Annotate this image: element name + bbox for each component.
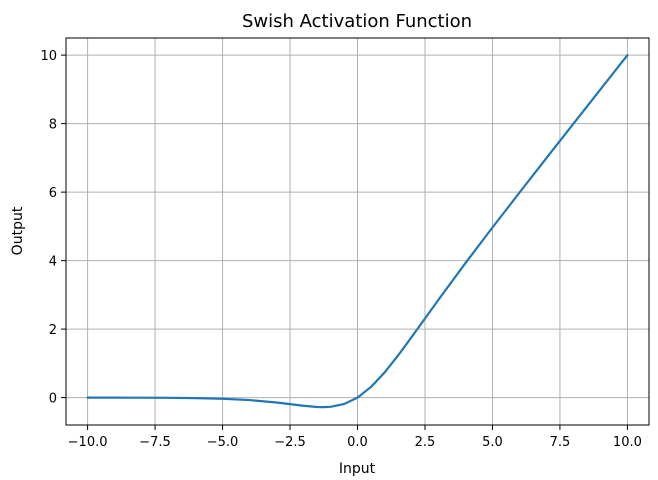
x-tick-label: 0.0: [347, 435, 368, 450]
x-axis-label: Input: [339, 461, 376, 477]
y-tick-label: 10: [40, 49, 57, 64]
y-tick-label: 6: [49, 186, 57, 201]
x-axis-ticks: −10.0 −7.5 −5.0 −2.5 0.0 2.5 5.0 7.5 10.0: [68, 425, 642, 450]
x-tick-label: 2.5: [415, 435, 436, 450]
x-tick-label: −5.0: [207, 435, 239, 450]
series-line: [86, 54, 629, 409]
y-axis-ticks: 0 2 4 6 8 10: [40, 49, 66, 407]
grid: [66, 38, 649, 425]
plot-frame: [65, 37, 650, 426]
x-tick-label: −10.0: [68, 435, 108, 450]
series-group: [86, 54, 629, 409]
x-tick-label: −7.5: [139, 435, 171, 450]
y-tick-label: 2: [49, 323, 57, 338]
y-axis-label: Output: [10, 206, 26, 255]
y-tick-label: 8: [49, 118, 57, 133]
y-tick-label: 4: [49, 255, 57, 270]
x-tick-label: 7.5: [550, 435, 571, 450]
x-tick-label: 5.0: [482, 435, 503, 450]
chart-title: Swish Activation Function: [242, 11, 472, 32]
x-tick-label: −2.5: [274, 435, 306, 450]
x-tick-label: 10.0: [613, 435, 642, 450]
y-tick-label: 0: [49, 392, 57, 407]
